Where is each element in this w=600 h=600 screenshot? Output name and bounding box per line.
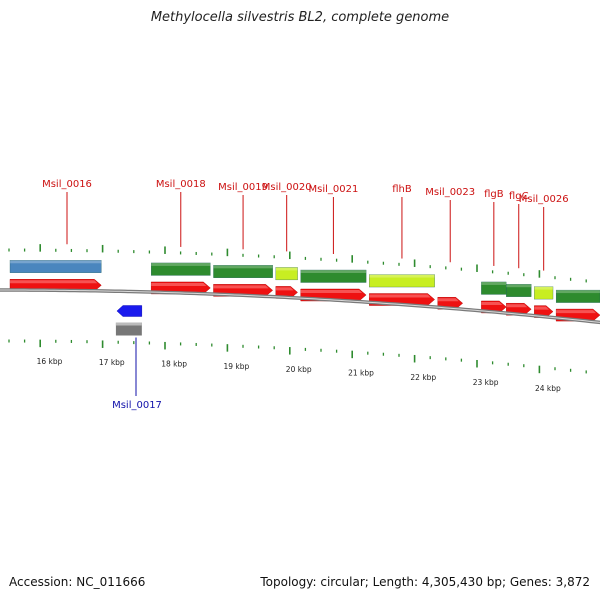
forward-gene-highlight	[506, 304, 528, 308]
gene-label[interactable]: Msil_0016	[42, 179, 92, 190]
cds-segment-highlight	[300, 270, 367, 274]
cds-segment[interactable]	[9, 260, 102, 273]
forward-gene-highlight	[300, 290, 363, 294]
forward-gene-highlight	[481, 301, 503, 305]
cds-segment-highlight	[369, 274, 435, 278]
cds-segment[interactable]	[534, 286, 554, 300]
genome-backbone-highlight	[0, 289, 600, 323]
forward-gene-highlight	[213, 285, 269, 289]
cds-segment-highlight	[10, 260, 102, 264]
reverse-cds-highlight	[115, 322, 142, 326]
genome-title: Methylocella silvestris BL2, complete ge…	[150, 10, 450, 25]
forward-gene-highlight	[151, 282, 207, 286]
gene-label[interactable]: flhB	[392, 184, 412, 195]
axis-label-track: 16 kbp 17 kbp 18 kbp 19 kbp 20 kbp 21 kbp 22 k…	[37, 357, 561, 393]
accession-text: Accession: NC_011666	[9, 575, 146, 589]
forward-gene-highlight	[437, 298, 459, 302]
gene-label[interactable]: Msil_0026	[519, 194, 569, 205]
axis-tick-label: 16 kbp	[37, 357, 63, 366]
axis-tick-label: 24 kbp	[535, 384, 561, 393]
forward-gene-highlight	[10, 280, 98, 284]
cds-segment[interactable]	[300, 269, 367, 283]
cds-segment-highlight	[506, 284, 532, 288]
gene-label[interactable]: Msil_0017	[112, 400, 162, 411]
reverse-gene-arrow[interactable]	[116, 305, 143, 317]
axis-tick-label: 23 kbp	[473, 378, 499, 387]
axis-tick-label: 19 kbp	[224, 362, 250, 371]
axis-tick-label: 18 kbp	[161, 360, 187, 369]
cds-segment[interactable]	[555, 289, 600, 303]
forward-gene-highlight	[556, 310, 596, 314]
forward-gene-highlight	[534, 306, 550, 310]
axis-tick-label: 22 kbp	[410, 373, 436, 382]
cds-segment[interactable]	[369, 274, 435, 288]
cds-segment[interactable]	[151, 262, 211, 276]
gene-label[interactable]: flgB	[484, 189, 504, 200]
cds-segment[interactable]	[213, 265, 273, 278]
top-tick-row	[8, 244, 587, 283]
cds-segment-highlight	[275, 267, 298, 271]
cds-segment[interactable]	[275, 267, 298, 281]
gene-label[interactable]: Msil_0020	[262, 182, 312, 193]
forward-gene-highlight	[275, 287, 294, 291]
bottom-tick-row	[8, 339, 587, 374]
cds-segment-highlight	[556, 290, 600, 294]
axis-tick-label: 17 kbp	[99, 358, 125, 367]
genome-summary-text: Topology: circular; Length: 4,305,430 bp…	[260, 575, 590, 589]
gene-label[interactable]: Msil_0021	[308, 184, 358, 195]
cds-segment-highlight	[534, 286, 554, 290]
cds-segment-highlight	[151, 262, 211, 266]
reverse-cds-segment[interactable]	[115, 322, 142, 336]
cds-segment[interactable]	[506, 284, 532, 297]
cds-segment-highlight	[213, 265, 273, 269]
axis-tick-label: 21 kbp	[348, 369, 374, 378]
axis-tick-label: 20 kbp	[286, 365, 312, 374]
reverse-gene-track	[115, 305, 143, 336]
cds-track	[9, 260, 600, 303]
gene-label[interactable]: Msil_0019	[218, 182, 268, 193]
forward-gene-highlight	[369, 294, 431, 298]
cds-segment-highlight	[481, 281, 507, 285]
gene-label[interactable]: Msil_0023	[425, 187, 475, 198]
gene-label[interactable]: Msil_0018	[156, 179, 206, 190]
gene-label[interactable]: flgC	[509, 191, 529, 202]
